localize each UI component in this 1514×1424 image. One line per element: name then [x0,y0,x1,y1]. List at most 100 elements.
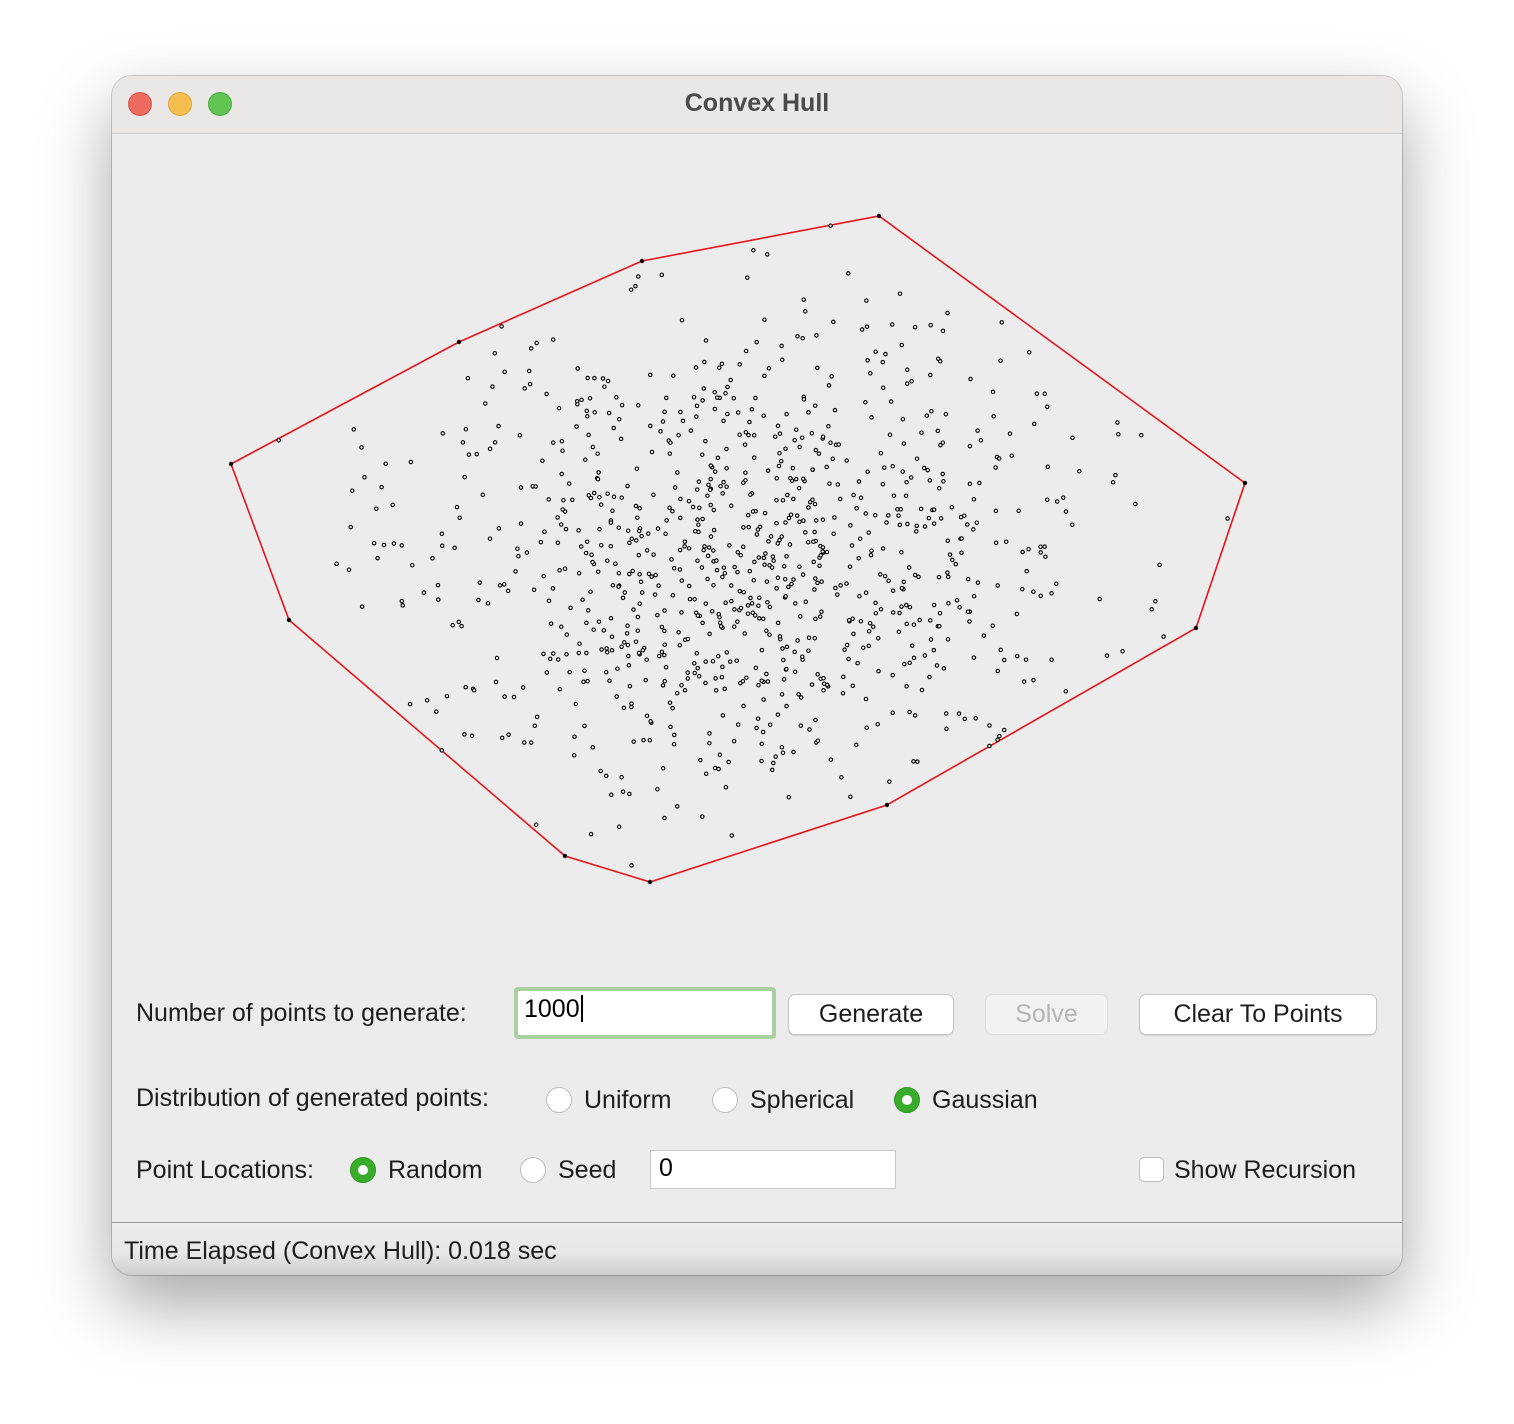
scatter-point [505,588,511,594]
scatter-point [810,467,815,472]
scatter-point [997,733,1002,739]
scatter-point [750,509,756,514]
scatter-point [851,631,856,637]
scatter-point [628,287,634,292]
scatter-point [571,753,577,758]
zoom-window-button[interactable] [208,92,232,116]
scatter-point [582,668,587,673]
scatter-point [865,469,870,474]
scatter-point [564,632,570,637]
scatter-point [788,475,793,481]
scatter-point [533,484,538,489]
scatter-point [662,608,667,613]
show-recursion-label[interactable]: Show Recursion [1174,1156,1357,1184]
scatter-point [700,620,705,626]
scatter-point [667,700,673,705]
show-recursion-checkbox[interactable] [1139,1157,1164,1182]
scatter-point [459,623,464,629]
scatter-point [797,519,802,525]
scatter-point [463,684,468,690]
close-window-button[interactable] [128,92,152,116]
scatter-point [795,638,800,643]
scatter-point [712,765,718,771]
scatter-point [496,526,502,531]
scatter-point [694,403,700,409]
minimize-window-button[interactable] [168,92,192,116]
scatter-point [676,432,681,438]
scatter-point [1157,562,1162,568]
scatter-point [677,547,683,553]
scatter-point [813,518,819,523]
scatter-point [797,444,802,450]
seed-radio[interactable] [520,1157,546,1183]
scatter-point [1054,499,1060,504]
scatter-point [581,679,586,685]
scatter-point [990,623,996,628]
scatter-point [883,351,888,357]
scatter-point [897,291,903,296]
scatter-point [528,346,534,351]
scatter-point [902,661,907,667]
scatter-point [696,673,702,679]
spherical-radio-label[interactable]: Spherical [750,1086,855,1114]
scatter-point [678,409,683,415]
scatter-point [798,723,804,728]
scatter-point [708,502,713,508]
scatter-point [769,565,775,570]
scatter-point [719,674,725,680]
scatter-point [873,610,879,616]
scatter-point [869,548,874,553]
scatter-point [971,497,977,502]
scatter-point [898,507,904,512]
scatter-point [533,822,539,827]
scatter-point [866,530,871,535]
gaussian-radio-label[interactable]: Gaussian [932,1086,1038,1114]
scatter-point [873,600,878,606]
scatter-point [563,526,569,532]
scatter-point [875,635,881,641]
clear-to-points-button[interactable]: Clear To Points [1139,994,1377,1035]
scatter-point [745,275,750,280]
generate-button[interactable]: Generate [788,994,954,1035]
scatter-point [724,650,730,655]
scatter-point [737,432,742,437]
scatter-point [777,431,783,436]
scatter-point [383,461,388,466]
scatter-point [778,458,784,464]
scatter-point [741,703,746,709]
scatter-point [708,534,714,539]
random-radio-label[interactable]: Random [388,1156,483,1184]
points-count-input[interactable]: 1000 [514,987,776,1039]
scatter-point [840,691,846,696]
scatter-point [649,574,654,579]
scatter-point [767,604,773,610]
spherical-radio[interactable] [712,1087,738,1113]
scatter-point [702,359,707,365]
seed-input[interactable]: 0 [650,1150,896,1189]
uniform-radio-label[interactable]: Uniform [584,1086,672,1114]
scatter-point [861,645,866,650]
scatter-point [745,603,751,608]
solve-button[interactable]: Solve [985,994,1108,1035]
scatter-point [915,759,920,764]
scatter-point [663,664,669,670]
uniform-radio[interactable] [546,1087,572,1113]
scatter-point [723,391,728,396]
random-radio[interactable] [350,1157,376,1183]
scatter-point [659,272,665,278]
scatter-point [686,546,692,551]
seed-radio-label[interactable]: Seed [558,1156,617,1184]
scatter-point [761,697,766,702]
scatter-point [815,580,820,586]
scatter-point [588,589,593,594]
scatter-point [608,543,614,549]
points-count-label: Number of points to generate: [136,999,467,1027]
scatter-point [496,423,501,429]
scatter-point [880,359,886,365]
scatter-point [937,623,942,629]
scatter-point [570,497,575,503]
title-bar[interactable]: Convex Hull [112,76,1402,134]
scatter-point [999,320,1005,325]
scatter-point [755,716,761,721]
gaussian-radio[interactable] [894,1087,920,1113]
